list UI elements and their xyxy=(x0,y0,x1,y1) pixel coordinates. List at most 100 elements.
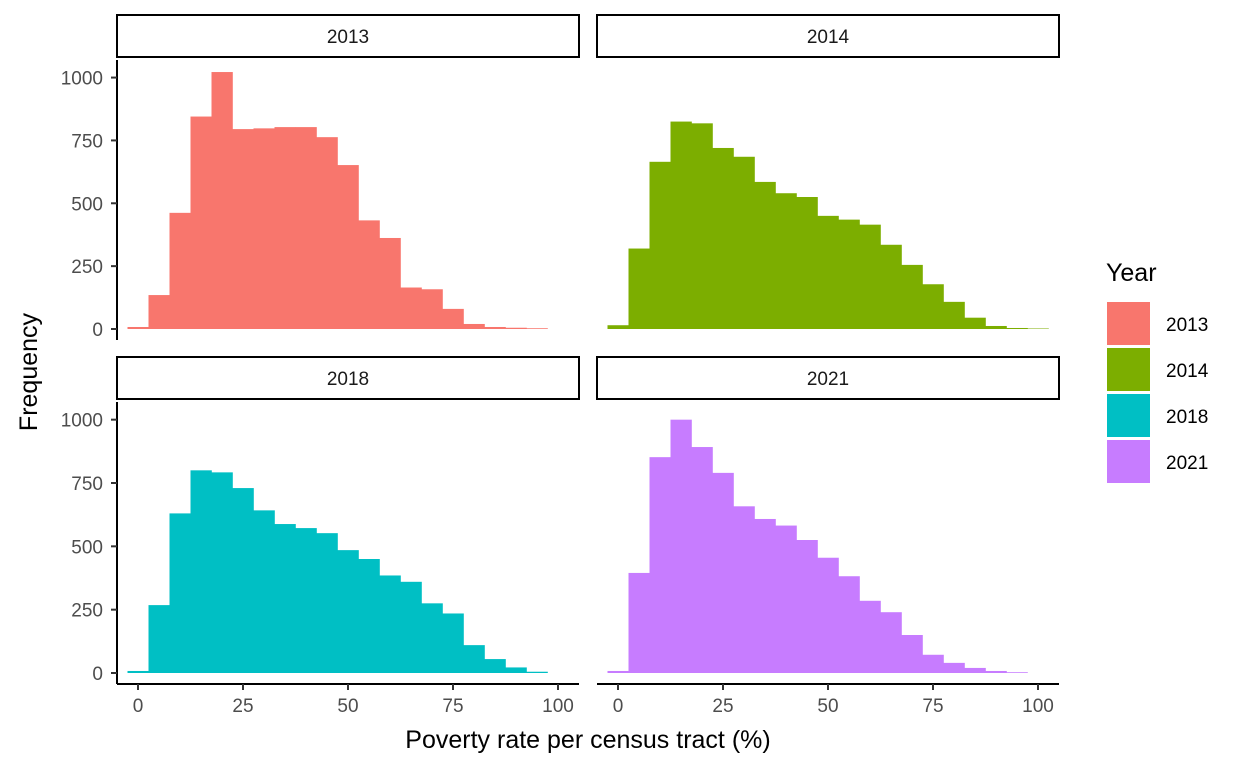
histogram-bar xyxy=(628,248,650,329)
histogram-bar xyxy=(421,603,443,673)
histogram-bar xyxy=(337,550,359,673)
legend-key xyxy=(1107,302,1150,345)
histogram-bars xyxy=(127,470,548,673)
facet-strip-label: 2018 xyxy=(327,369,369,390)
histogram-bar xyxy=(796,197,818,329)
histogram-bar xyxy=(442,308,464,329)
histogram-bars xyxy=(127,72,548,329)
histogram-bar xyxy=(232,129,254,329)
x-tick-label: 25 xyxy=(232,696,253,717)
histogram-bar xyxy=(943,301,965,329)
x-tick-label: 50 xyxy=(817,696,838,717)
histogram-bar xyxy=(754,181,776,329)
histogram-bar xyxy=(211,472,233,673)
facet-strip-label: 2014 xyxy=(807,27,850,48)
histogram-bar xyxy=(379,575,401,673)
histogram-bar xyxy=(421,289,443,329)
legend-label: 2013 xyxy=(1166,315,1208,336)
histogram-bar xyxy=(316,137,338,329)
legend-label: 2018 xyxy=(1166,407,1208,428)
panel-2013: 2013 0 250 500 750 1000 xyxy=(61,14,580,341)
legend-key xyxy=(1107,440,1150,483)
panel-2014: 2014 xyxy=(596,14,1060,329)
histogram-bar xyxy=(964,317,986,329)
histogram-bar xyxy=(859,224,881,329)
histogram-bar xyxy=(691,447,713,673)
legend-title: Year xyxy=(1106,259,1157,287)
histogram-bar xyxy=(505,327,527,329)
histogram-bar xyxy=(880,612,902,673)
histogram-bar xyxy=(169,212,191,329)
legend-label: 2014 xyxy=(1166,361,1209,382)
histogram-bar xyxy=(295,127,317,329)
histogram-bar xyxy=(796,540,818,673)
histogram-bar xyxy=(295,528,317,673)
histogram-bar xyxy=(505,667,527,673)
histogram-bar xyxy=(691,123,713,329)
histogram-bar xyxy=(838,219,860,329)
histogram-bar xyxy=(253,128,275,329)
histogram-bar xyxy=(169,513,191,673)
x-tick-label: 100 xyxy=(1022,696,1054,717)
histogram-bar xyxy=(775,193,797,329)
histogram-bar xyxy=(607,670,629,673)
histogram-bar xyxy=(880,244,902,329)
histogram-bar xyxy=(985,670,1007,673)
x-tick-label: 50 xyxy=(337,696,358,717)
y-tick-label: 250 xyxy=(71,257,103,278)
x-tick-label: 75 xyxy=(922,696,943,717)
histogram-bar xyxy=(649,457,671,673)
histogram-bars xyxy=(607,419,1028,673)
histogram-bar xyxy=(922,284,944,329)
y-tick-label: 250 xyxy=(71,601,103,622)
histogram-bar xyxy=(712,147,734,329)
histogram-bar xyxy=(1006,672,1028,673)
histogram-bar xyxy=(148,605,170,673)
histogram-bar xyxy=(754,518,776,673)
histogram-bar xyxy=(838,576,860,673)
histogram-bar xyxy=(484,326,506,329)
panel-2021: 2021 0 25 50 75 100 xyxy=(596,356,1060,717)
y-tick-label: 1000 xyxy=(61,69,103,90)
histogram-bar xyxy=(775,525,797,673)
legend-key xyxy=(1107,348,1150,391)
histogram-bar xyxy=(964,667,986,673)
histogram-bar xyxy=(148,295,170,329)
histogram-bar xyxy=(901,635,923,673)
histogram-bar xyxy=(733,156,755,329)
histogram-bar xyxy=(358,559,380,673)
histogram-bar xyxy=(922,654,944,673)
histogram-bar xyxy=(337,165,359,329)
histogram-bar xyxy=(400,287,422,329)
histogram-bar xyxy=(463,323,485,329)
histogram-bar xyxy=(607,325,629,329)
histogram-bar xyxy=(379,237,401,329)
histogram-bar xyxy=(526,671,548,673)
histogram-bar xyxy=(190,470,212,673)
histogram-bar xyxy=(316,533,338,673)
histogram-bar xyxy=(649,161,671,329)
histogram-bar xyxy=(817,215,839,329)
x-axis-title: Poverty rate per census tract (%) xyxy=(405,726,770,754)
legend: Year 2013 2014 2018 2021 xyxy=(1106,259,1209,483)
facet-strip xyxy=(596,14,1060,58)
histogram-bar xyxy=(670,121,692,329)
facet-strip xyxy=(116,356,580,400)
x-tick-label: 0 xyxy=(133,696,144,717)
histogram-bar xyxy=(442,613,464,673)
facet-strip-label: 2021 xyxy=(807,369,849,390)
histogram-bar xyxy=(484,659,506,673)
histogram-bar xyxy=(253,510,275,673)
histogram-bar xyxy=(1027,328,1049,329)
x-tick-label: 0 xyxy=(613,696,624,717)
y-tick-label: 500 xyxy=(71,194,103,215)
x-tick-label: 75 xyxy=(442,696,463,717)
histogram-bar xyxy=(211,72,233,329)
histogram-bar xyxy=(526,328,548,329)
facet-strip xyxy=(116,14,580,58)
histogram-bar xyxy=(400,581,422,673)
histogram-bar xyxy=(628,572,650,673)
histogram-bars xyxy=(607,121,1049,329)
histogram-bar xyxy=(274,524,296,673)
